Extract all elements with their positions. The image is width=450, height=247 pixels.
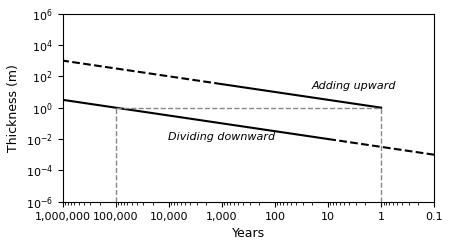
Text: Adding upward: Adding upward — [312, 81, 396, 91]
X-axis label: Years: Years — [232, 227, 265, 240]
Y-axis label: Thickness (m): Thickness (m) — [7, 64, 20, 152]
Text: Dividing downward: Dividing downward — [168, 132, 275, 142]
